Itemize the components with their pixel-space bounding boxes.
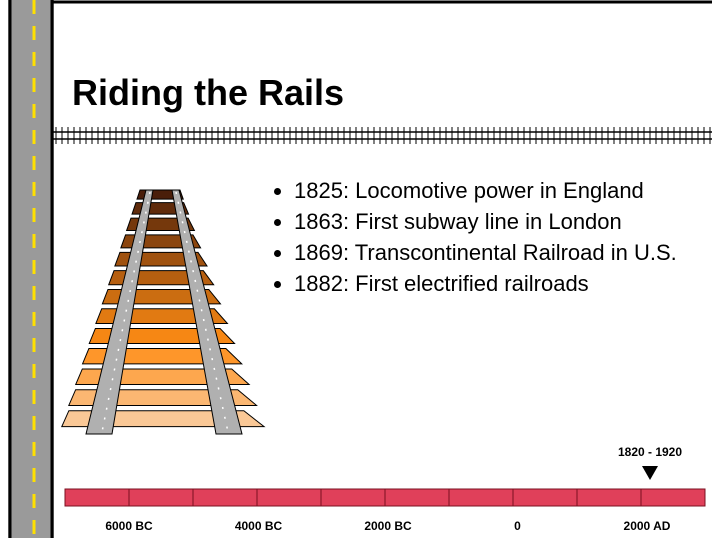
bullet: 1869: Transcontinental Railroad in U.S. xyxy=(294,238,712,267)
road xyxy=(8,0,54,538)
timeline-label: 6000 BC xyxy=(105,519,153,533)
bullet: 1825: Locomotive power in England xyxy=(294,176,712,205)
bullet: 1882: First electrified railroads xyxy=(294,269,712,298)
timeline-label: 2000 AD xyxy=(624,519,671,533)
title: Riding the Rails xyxy=(72,72,344,114)
bullet-list: 1825: Locomotive power in England1863: F… xyxy=(272,176,712,300)
bullet: 1863: First subway line in London xyxy=(294,207,712,236)
timeline-marker-label: 1820 - 1920 xyxy=(618,445,682,459)
timeline-label: 4000 BC xyxy=(235,519,283,533)
timeline-label: 2000 BC xyxy=(364,519,412,533)
timeline-label: 0 xyxy=(514,519,521,533)
slide: 1820 - 1920 6000 BC 4000 BC 2000 BC 0 2000 A… xyxy=(0,0,712,538)
